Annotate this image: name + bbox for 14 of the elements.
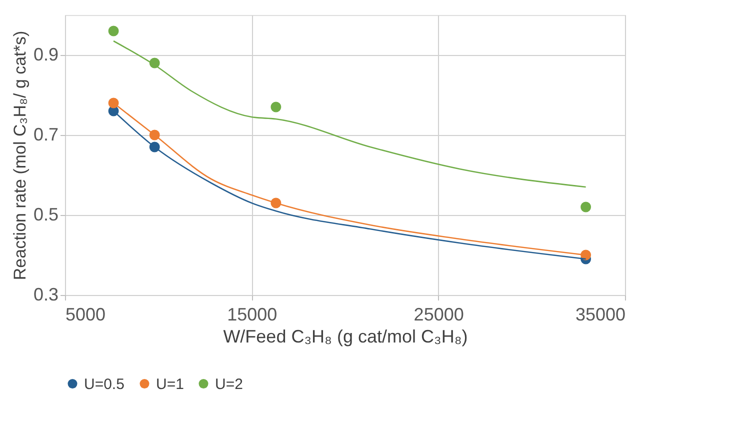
x-tick-label: 35000	[575, 304, 626, 324]
y-axis-title: Reaction rate (mol C₃H₈/ g cat*s)	[10, 30, 30, 280]
line-series	[112, 40, 586, 188]
x-axis-title: W/Feed C₃H₈ (g cat/mol C₃H₈)	[223, 326, 468, 346]
y-tick-label: 0.3	[33, 284, 58, 304]
legend-label: U=1	[156, 376, 184, 393]
x-tick-label: 25000	[414, 304, 464, 324]
y-tick-label: 0.7	[33, 124, 58, 144]
x-tick-label: 5000	[66, 304, 106, 324]
legend-label: U=0.5	[84, 376, 124, 393]
x-tick-label: 15000	[227, 304, 278, 324]
y-tick-label: 0.9	[33, 44, 58, 64]
legend-label: U=2	[215, 376, 243, 393]
y-tick-label: 0.5	[33, 204, 58, 224]
